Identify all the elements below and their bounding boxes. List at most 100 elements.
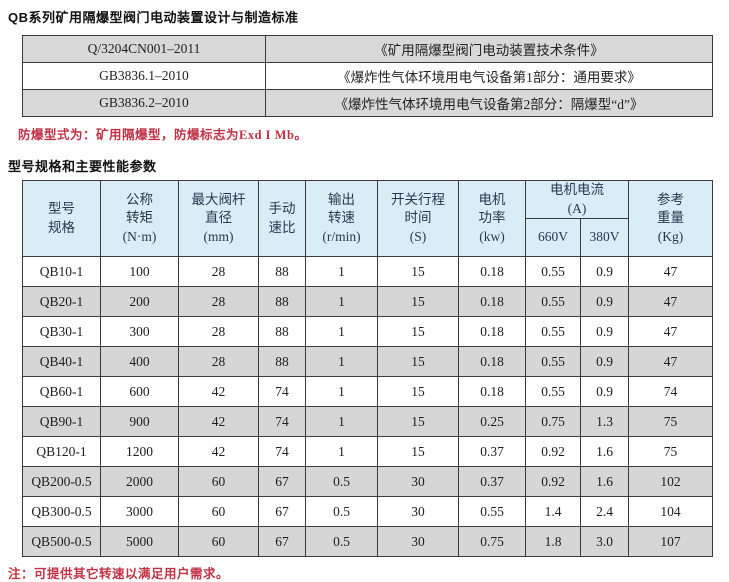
standard-code: GB3836.2–2010 [22, 89, 266, 117]
cell-travel-time: 15 [377, 256, 459, 287]
section-heading: 型号规格和主要性能参数 [8, 159, 157, 174]
cell-weight: 75 [628, 406, 713, 437]
cell-model: QB90-1 [22, 406, 101, 437]
cell-manual-ratio: 88 [258, 256, 306, 287]
cell-weight: 47 [628, 316, 713, 347]
cell-current-660v: 1.4 [525, 496, 581, 527]
cell-current-380v: 1.6 [580, 466, 629, 497]
cell-torque: 900 [100, 406, 179, 437]
cell-current-380v: 2.4 [580, 496, 629, 527]
cell-torque: 300 [100, 316, 179, 347]
cell-stem-diameter: 28 [178, 316, 259, 347]
table-row: Q/3204CN001–2011 《矿用隔爆型阀门电动装置技术条件》 [22, 35, 713, 63]
cell-current-660v: 0.92 [525, 466, 581, 497]
cell-motor-power: 0.18 [458, 286, 526, 317]
cell-manual-ratio: 88 [258, 316, 306, 347]
cell-manual-ratio: 74 [258, 406, 306, 437]
header-weight: 参考 重量 (Kg) [628, 180, 713, 257]
cell-weight: 102 [628, 466, 713, 497]
cell-motor-power: 0.75 [458, 526, 526, 557]
cell-weight: 47 [628, 286, 713, 317]
cell-output-speed: 0.5 [305, 526, 378, 557]
spec-table-header: 型号 规格 公称 转矩 (N·m) 最大阀杆 直径 (mm) 手动 速比 输出 … [22, 180, 713, 257]
cell-travel-time: 15 [377, 316, 459, 347]
cell-output-speed: 1 [305, 406, 378, 437]
standards-table: Q/3204CN001–2011 《矿用隔爆型阀门电动装置技术条件》 GB383… [22, 35, 713, 117]
cell-output-speed: 1 [305, 346, 378, 377]
cell-weight: 104 [628, 496, 713, 527]
header-stem-diameter: 最大阀杆 直径 (mm) [178, 180, 259, 257]
cell-stem-diameter: 42 [178, 436, 259, 467]
table-row: QB40-1 400 28 88 1 15 0.18 0.55 0.9 47 [22, 346, 713, 377]
header-model: 型号 规格 [22, 180, 101, 257]
cell-torque: 5000 [100, 526, 179, 557]
cell-travel-time: 15 [377, 346, 459, 377]
cell-model: QB10-1 [22, 256, 101, 287]
cell-travel-time: 15 [377, 406, 459, 437]
page-title: QB系列矿用隔爆型阀门电动装置设计与制造标准 [8, 10, 299, 25]
cell-torque: 400 [100, 346, 179, 377]
cell-output-speed: 0.5 [305, 496, 378, 527]
cell-travel-time: 30 [377, 466, 459, 497]
table-row: QB90-1 900 42 74 1 15 0.25 0.75 1.3 75 [22, 406, 713, 437]
table-row: QB60-1 600 42 74 1 15 0.18 0.55 0.9 74 [22, 376, 713, 407]
spec-table-body: QB10-1 100 28 88 1 15 0.18 0.55 0.9 47 QB20-1 200 28… [22, 256, 713, 557]
header-380v: 380V [580, 218, 629, 257]
cell-current-660v: 0.55 [525, 286, 581, 317]
spec-table: 型号 规格 公称 转矩 (N·m) 最大阀杆 直径 (mm) 手动 速比 输出 … [22, 180, 713, 557]
cell-model: QB120-1 [22, 436, 101, 467]
explosion-proof-note: 防爆型式为：矿用隔爆型，防爆标志为Exd I Mb。 [18, 128, 308, 142]
cell-current-660v: 0.55 [525, 316, 581, 347]
cell-torque: 2000 [100, 466, 179, 497]
header-output-speed: 输出 转速 (r/min) [305, 180, 378, 257]
cell-weight: 74 [628, 376, 713, 407]
cell-travel-time: 30 [377, 496, 459, 527]
cell-current-660v: 0.55 [525, 346, 581, 377]
table-row: QB200-0.5 2000 60 67 0.5 30 0.37 0.92 1.6 102 [22, 466, 713, 497]
cell-model: QB40-1 [22, 346, 101, 377]
cell-current-660v: 0.75 [525, 406, 581, 437]
header-motor-power: 电机 功率 (kw) [458, 180, 526, 257]
cell-model: QB20-1 [22, 286, 101, 317]
cell-current-660v: 0.55 [525, 376, 581, 407]
cell-current-660v: 0.55 [525, 256, 581, 287]
cell-model: QB200-0.5 [22, 466, 101, 497]
cell-weight: 47 [628, 256, 713, 287]
cell-motor-power: 0.18 [458, 346, 526, 377]
table-row: GB3836.1–2010 《爆炸性气体环境用电气设备第1部分：通用要求》 [22, 62, 713, 90]
cell-stem-diameter: 60 [178, 496, 259, 527]
cell-model: QB30-1 [22, 316, 101, 347]
cell-motor-power: 0.18 [458, 256, 526, 287]
cell-current-380v: 1.6 [580, 436, 629, 467]
standard-code: GB3836.1–2010 [22, 62, 266, 90]
cell-motor-power: 0.18 [458, 316, 526, 347]
cell-current-380v: 0.9 [580, 376, 629, 407]
cell-travel-time: 15 [377, 286, 459, 317]
cell-current-380v: 0.9 [580, 256, 629, 287]
cell-output-speed: 1 [305, 316, 378, 347]
cell-weight: 75 [628, 436, 713, 467]
standard-title: 《爆炸性气体环境用电气设备第1部分：通用要求》 [265, 62, 713, 90]
header-torque: 公称 转矩 (N·m) [100, 180, 179, 257]
header-motor-current: 电机电流 (A) [525, 180, 629, 219]
table-row: GB3836.2–2010 《爆炸性气体环境用电气设备第2部分：隔爆型“d”》 [22, 89, 713, 117]
standard-title: 《爆炸性气体环境用电气设备第2部分：隔爆型“d”》 [265, 89, 713, 117]
cell-current-380v: 0.9 [580, 316, 629, 347]
standard-code: Q/3204CN001–2011 [22, 35, 266, 63]
cell-model: QB60-1 [22, 376, 101, 407]
cell-manual-ratio: 88 [258, 286, 306, 317]
cell-current-660v: 0.92 [525, 436, 581, 467]
cell-manual-ratio: 67 [258, 526, 306, 557]
table-row: QB20-1 200 28 88 1 15 0.18 0.55 0.9 47 [22, 286, 713, 317]
cell-motor-power: 0.25 [458, 406, 526, 437]
cell-motor-power: 0.55 [458, 496, 526, 527]
cell-current-380v: 0.9 [580, 286, 629, 317]
cell-weight: 107 [628, 526, 713, 557]
table-row: QB10-1 100 28 88 1 15 0.18 0.55 0.9 47 [22, 256, 713, 287]
cell-output-speed: 0.5 [305, 466, 378, 497]
cell-output-speed: 1 [305, 256, 378, 287]
cell-stem-diameter: 60 [178, 526, 259, 557]
cell-model: QB300-0.5 [22, 496, 101, 527]
cell-stem-diameter: 42 [178, 406, 259, 437]
